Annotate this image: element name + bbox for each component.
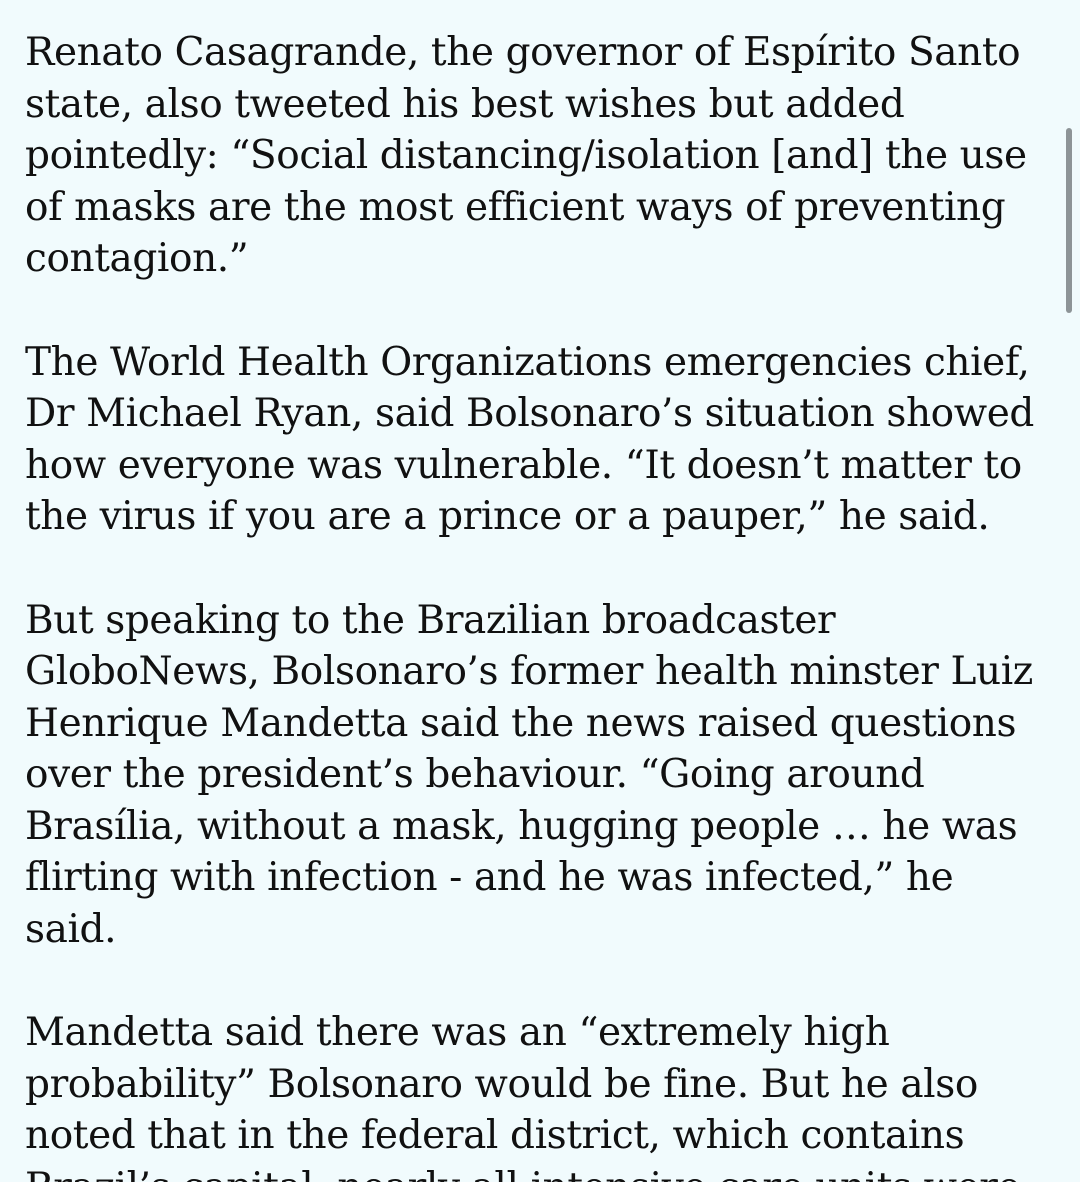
text-line: Henrique Mandetta said the news raised q… [25,700,1017,746]
text-line: noted that in the federal district, whic… [25,1113,965,1158]
article-body: Renato Casagrande, the governor of Espír… [25,27,1065,1182]
text-line: GloboNews, Bolsonaro’s former health min… [25,649,1033,694]
text-line: pointedly: “Social distancing/isolation … [25,133,1027,178]
text-line: said. [25,906,117,952]
text-line: Brasília, without a mask, hugging people… [25,803,1018,849]
paragraph-mandetta-globonews: But speaking to the Brazilian broadcaste… [25,595,1065,956]
text-line: But speaking to the Brazilian broadcaste… [25,597,836,643]
paragraph-who-ryan: The World Health Organizations emergenci… [25,337,1065,543]
paragraph-casagrande: Renato Casagrande, the governor of Espír… [25,27,1065,285]
text-line: Mandetta said there was an “extremely hi… [25,1010,890,1055]
text-line: contagion.” [25,236,249,281]
text-line: The World Health Organizations emergenci… [25,339,1030,385]
vertical-scrollbar[interactable] [1066,128,1072,313]
text-line: Brazil’s capital, nearly all intensive c… [25,1162,1065,1182]
text-line: the virus if you are a prince or a paupe… [25,494,990,539]
text-line: how everyone was vulnerable. “It doesn’t… [25,442,1022,488]
paragraph-mandetta-probability: Mandetta said there was an “extremely hi… [25,1007,1065,1182]
text-line: Renato Casagrande, the governor of Espír… [25,30,1021,75]
text-line: probability” Bolsonaro would be fine. Bu… [25,1061,978,1107]
text-line: of masks are the most efficient ways of … [25,184,1006,230]
text-line: flirting with infection - and he was inf… [25,855,954,900]
text-line: state, also tweeted his best wishes but … [25,81,905,127]
text-line: over the president’s behaviour. “Going a… [25,752,925,797]
text-line: Dr Michael Ryan, said Bolsonaro’s situat… [25,391,1034,436]
